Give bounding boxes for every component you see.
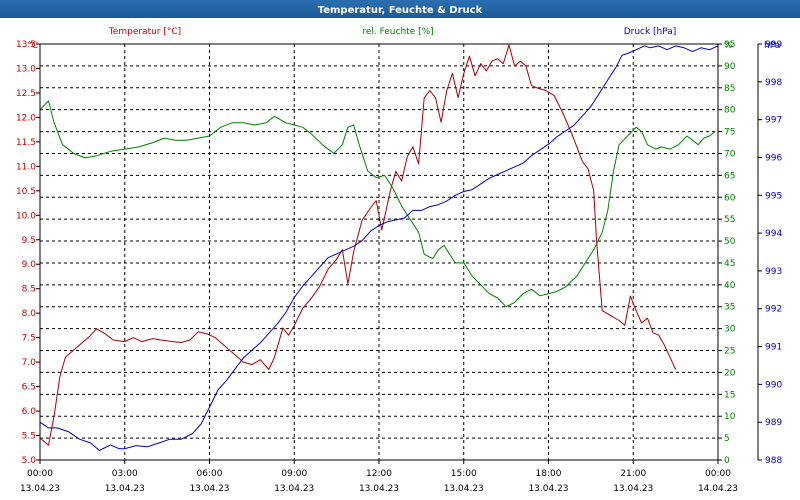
chart-title: Temperatur, Feuchte & Druck xyxy=(318,5,483,16)
pressure-tick-label: 989 xyxy=(765,418,782,428)
humidity-tick-label: 40 xyxy=(724,281,736,291)
humidity-header: rel. Feuchte [%] xyxy=(362,27,433,37)
temperature-tick-label: 7.5 xyxy=(22,334,36,344)
temperature-tick-label: 6.0 xyxy=(22,407,37,417)
x-tick-label-time: 18:00 xyxy=(536,469,562,479)
humidity-tick-label: 20 xyxy=(724,368,736,378)
x-tick-label-time: 00:00 xyxy=(705,469,731,479)
x-tick-label-date: 13.04.23 xyxy=(274,484,314,494)
pressure-tick-label: 994 xyxy=(765,229,782,239)
series-line-pressure xyxy=(39,45,719,451)
gridlines xyxy=(40,43,718,460)
x-tick-label-time: 00:00 xyxy=(27,469,53,479)
tick-labels: 0 5 10 15 20 25 30 35 40 45 50 55 60 65 70 75 80 85 90 95 5.… xyxy=(16,40,782,494)
humidity-tick-label: 50 xyxy=(724,237,736,247)
humidity-unit: % xyxy=(724,41,733,51)
humidity-tick-label: 35 xyxy=(724,303,735,313)
x-tick-label-time: 09:00 xyxy=(281,469,307,479)
temperature-tick-label: 6.5 xyxy=(22,383,36,393)
x-tick-label-date: 13.04.23 xyxy=(444,484,484,494)
pressure-tick-label: 999 xyxy=(765,40,782,50)
pressure-tick-label: 993 xyxy=(765,267,782,277)
humidity-tick-label: 70 xyxy=(724,149,736,159)
humidity-tick-label: 90 xyxy=(724,62,736,72)
x-tick-label-time: 21:00 xyxy=(620,469,646,479)
pressure-tick-label: 996 xyxy=(765,153,782,163)
humidity-tick-label: 5 xyxy=(724,434,730,444)
humidity-tick-label: 25 xyxy=(724,347,735,357)
pressure-tick-label: 992 xyxy=(765,305,782,315)
humidity-tick-label: 15 xyxy=(724,390,735,400)
series-lines xyxy=(39,44,719,451)
x-tick-label-date: 13.04.23 xyxy=(189,484,229,494)
title-bar xyxy=(0,0,800,18)
pressure-tick-label: 991 xyxy=(765,343,782,353)
humidity-tick-label: 45 xyxy=(724,259,735,269)
temperature-tick-label: 9.5 xyxy=(22,236,36,246)
humidity-tick-label: 95 xyxy=(724,40,735,50)
x-tick-label-date: 13.04.23 xyxy=(613,484,653,494)
x-tick-label-time: 12:00 xyxy=(366,469,392,479)
series-line-humidity xyxy=(39,100,716,308)
series-line-temperature xyxy=(39,44,677,446)
humidity-tick-label: 85 xyxy=(724,84,735,94)
humidity-tick-label: 60 xyxy=(724,193,736,203)
x-tick-label-date: 13.04.23 xyxy=(359,484,399,494)
humidity-tick-label: 10 xyxy=(724,412,736,422)
axes xyxy=(36,43,762,464)
humidity-tick-label: 65 xyxy=(724,171,735,181)
x-tick-label-date: 14.04.23 xyxy=(698,484,738,494)
humidity-tick-label: 30 xyxy=(724,325,736,335)
temperature-tick-label: 11.0 xyxy=(16,162,36,172)
humidity-tick-label: 80 xyxy=(724,106,736,116)
temperature-tick-label: 5.0 xyxy=(22,456,37,466)
humidity-tick-label: 75 xyxy=(724,128,735,138)
x-tick-label-time: 15:00 xyxy=(451,469,477,479)
temperature-tick-label: 7.0 xyxy=(22,358,37,368)
pressure-tick-label: 995 xyxy=(765,191,782,201)
x-tick-label-date: 13.04.23 xyxy=(528,484,568,494)
temperature-tick-label: 13.5 xyxy=(16,40,36,50)
x-tick-label-time: 03:00 xyxy=(112,469,138,479)
temperature-tick-label: 9.0 xyxy=(22,260,37,270)
temperature-tick-label: 10.5 xyxy=(16,187,36,197)
temperature-tick-label: 12.5 xyxy=(16,89,36,99)
temperature-tick-label: 11.5 xyxy=(16,138,36,148)
x-tick-label-time: 06:00 xyxy=(197,469,223,479)
humidity-tick-label: 0 xyxy=(724,456,730,466)
temperature-header: Temperatur [°C] xyxy=(108,27,181,37)
temperature-tick-label: 10.0 xyxy=(16,211,36,221)
pressure-header: Druck [hPa] xyxy=(624,27,677,37)
temperature-tick-label: 13.0 xyxy=(16,64,36,74)
x-tick-label-date: 13.04.23 xyxy=(20,484,60,494)
temperature-tick-label: 8.0 xyxy=(22,309,37,319)
temperature-unit: °C xyxy=(27,41,38,51)
pressure-tick-label: 997 xyxy=(765,116,782,126)
temperature-tick-label: 12.0 xyxy=(16,113,36,123)
pressure-tick-label: 998 xyxy=(765,78,782,88)
temperature-tick-label: 8.5 xyxy=(22,285,36,295)
pressure-tick-label: 990 xyxy=(765,380,782,390)
humidity-tick-label: 55 xyxy=(724,215,735,225)
x-tick-label-date: 13.04.23 xyxy=(105,484,145,494)
pressure-tick-label: 988 xyxy=(765,456,782,466)
pressure-unit: hPa xyxy=(764,41,780,51)
temperature-tick-label: 5.5 xyxy=(22,432,36,442)
